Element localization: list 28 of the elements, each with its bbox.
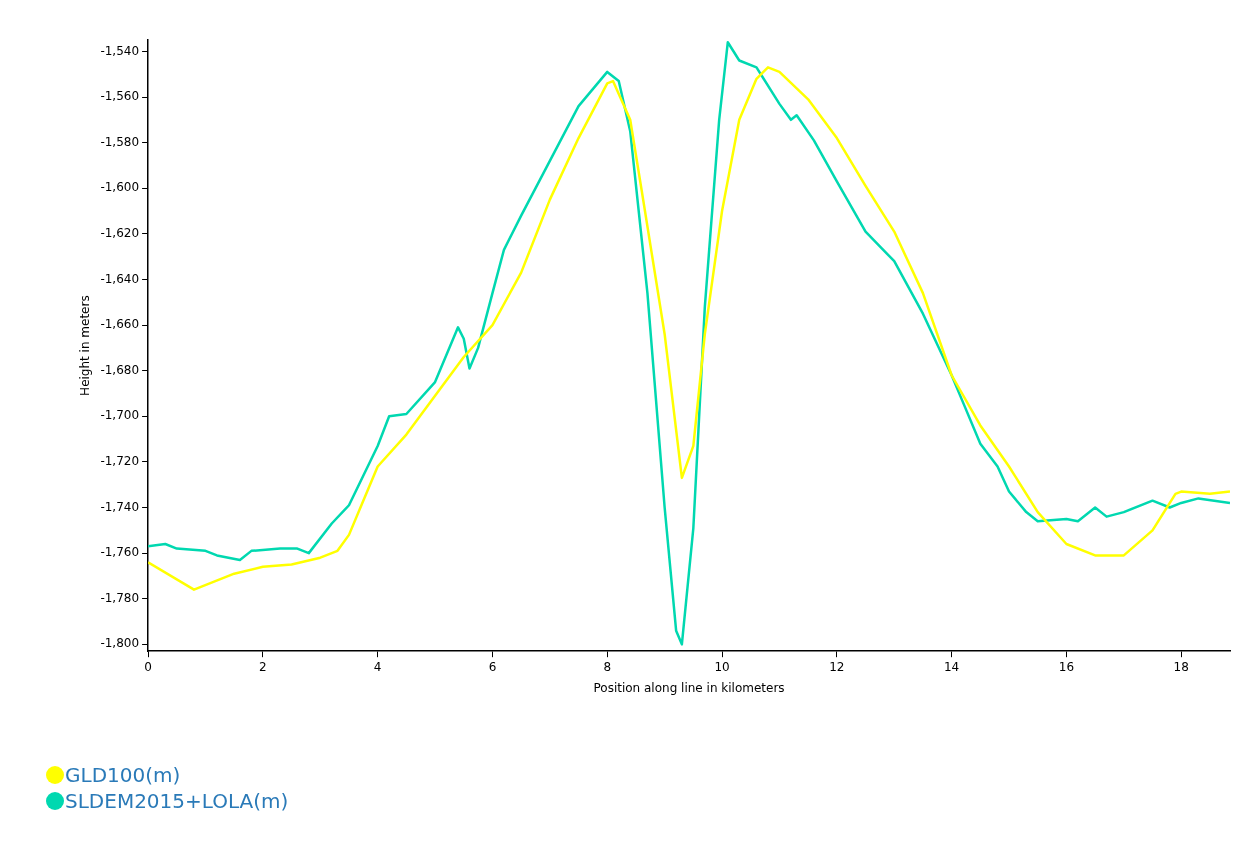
x-tick-label: 10	[714, 659, 730, 674]
y-tick-label: -1,580	[100, 134, 140, 149]
y-tick-label: -1,560	[100, 89, 140, 104]
y-tick-label: -1,720	[100, 454, 140, 469]
y-tick-label: -1,640	[100, 271, 140, 286]
x-tick-label: 14	[943, 659, 960, 674]
y-tick-label: -1,780	[100, 590, 140, 605]
x-axis-title: Position along line in kilometers	[593, 680, 785, 695]
x-tick-label: 8	[603, 659, 612, 674]
legend-label: GLD100(m)	[65, 762, 181, 788]
y-tick-label: -1,540	[100, 43, 140, 58]
y-axis-title: Height in meters	[78, 295, 93, 396]
x-tick-label: 18	[1173, 659, 1189, 674]
y-tick-label: -1,600	[100, 180, 140, 195]
y-tick-label: -1,620	[100, 225, 140, 240]
x-tick-label: 2	[259, 659, 267, 674]
x-tick-label: 16	[1058, 659, 1075, 674]
legend-label: SLDEM2015+LOLA(m)	[65, 788, 289, 814]
y-tick-label: -1,800	[100, 636, 140, 651]
y-tick-label: -1,760	[100, 545, 140, 560]
x-tick-label: 6	[488, 659, 497, 674]
x-tick-label: 12	[829, 659, 845, 674]
y-tick-label: -1,680	[100, 362, 140, 377]
x-tick-label: 4	[373, 659, 382, 674]
y-tick-label: -1,660	[100, 317, 140, 332]
y-tick-label: -1,700	[100, 408, 140, 423]
y-tick-label: -1,740	[100, 499, 140, 514]
x-tick-label: 0	[144, 659, 152, 674]
